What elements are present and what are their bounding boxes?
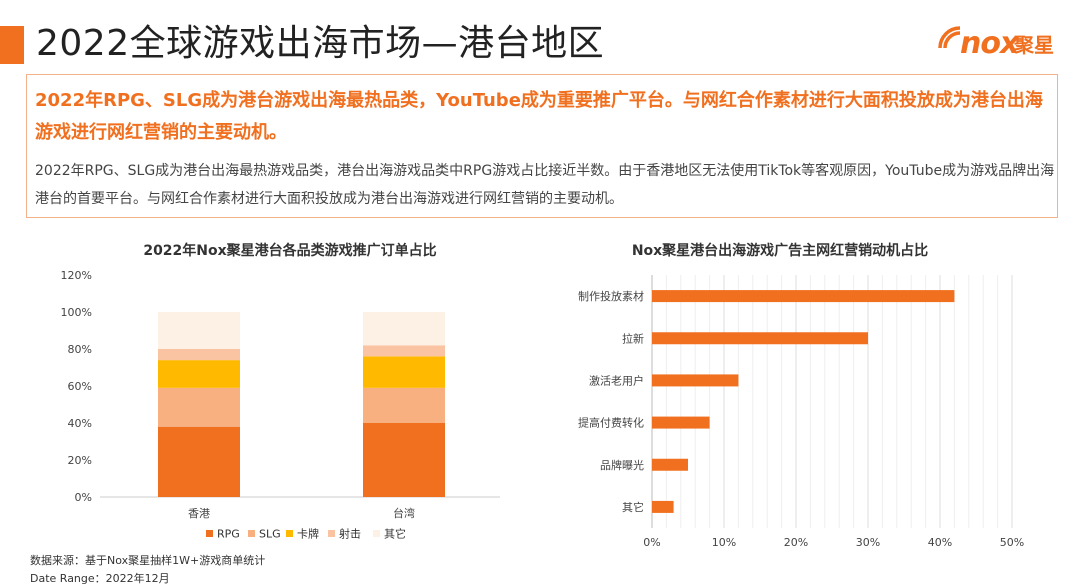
hbar-激活老用户 — [652, 374, 739, 387]
stacked-bar-射击-台湾 — [363, 345, 445, 357]
legend-label-slg: SLG — [259, 528, 281, 541]
y-category-label: 激活老用户 — [589, 373, 644, 387]
brand-wordmark: nox — [960, 26, 1019, 61]
x-category-label: 台湾 — [393, 506, 415, 520]
summary-body: 2022年RPG、SLG成为港台出海最热游戏品类，港台出海游戏品类中RPG游戏占… — [35, 163, 1055, 207]
x-tick-label: 50% — [1000, 536, 1024, 549]
x-tick-label: 30% — [856, 536, 880, 549]
date-range-note: Date Range：2022年12月 — [30, 572, 170, 585]
hbar-制作投放素材 — [652, 290, 955, 303]
x-tick-label: 20% — [784, 536, 808, 549]
y-tick-label: 100% — [61, 306, 92, 319]
brand-logo: nox 聚星 — [934, 20, 1064, 66]
y-tick-label: 20% — [68, 454, 92, 467]
hbar-提高付费转化 — [652, 416, 710, 429]
stacked-bar-其它-香港 — [158, 312, 240, 349]
stacked-chart-title: 2022年Nox聚星港台各品类游戏推广订单占比 — [143, 243, 437, 259]
hbar-拉新 — [652, 332, 868, 345]
legend-swatch-卡牌 — [286, 530, 293, 537]
y-category-label: 拉新 — [622, 331, 644, 345]
stacked-bar-射击-香港 — [158, 349, 240, 361]
summary-headline: 2022年RPG、SLG成为港台游戏出海最热品类，YouTube成为重要推广平台… — [35, 90, 1043, 143]
y-category-label: 其它 — [622, 500, 644, 514]
legend-swatch-rpg — [206, 530, 213, 537]
page-title: 2022全球游戏出海市场—港台地区 — [36, 23, 605, 64]
hbar-品牌曝光 — [652, 458, 688, 471]
summary-box: 2022年RPG、SLG成为港台游戏出海最热品类，YouTube成为重要推广平台… — [26, 74, 1058, 218]
brand-chinese-name: 聚星 — [1014, 33, 1054, 57]
legend-swatch-其它 — [373, 530, 380, 537]
legend-label-射击: 射击 — [339, 527, 361, 541]
stacked-bar-rpg-香港 — [158, 426, 240, 497]
legend-label-rpg: RPG — [217, 528, 240, 541]
stacked-bar-卡牌-香港 — [158, 360, 240, 388]
x-tick-label: 0% — [643, 536, 660, 549]
stacked-bar-卡牌-台湾 — [363, 356, 445, 388]
stacked-bar-slg-香港 — [158, 387, 240, 427]
y-category-label: 制作投放素材 — [578, 289, 644, 303]
hbar-chart-title: Nox聚星港台出海游戏广告主网红营销动机占比 — [631, 243, 929, 259]
y-tick-label: 0% — [75, 491, 92, 504]
stacked-bar-rpg-台湾 — [363, 423, 445, 497]
stacked-bar-其它-台湾 — [363, 312, 445, 346]
x-tick-label: 10% — [712, 536, 736, 549]
x-category-label: 香港 — [188, 507, 210, 520]
y-tick-label: 80% — [68, 343, 92, 356]
legend-label-卡牌: 卡牌 — [297, 527, 319, 541]
data-source-note: 数据来源：基于Nox聚星抽样1W+游戏商单统计 — [30, 554, 266, 567]
y-tick-label: 120% — [61, 269, 92, 282]
y-tick-label: 40% — [68, 417, 92, 430]
y-category-label: 品牌曝光 — [600, 458, 644, 472]
legend-swatch-slg — [248, 530, 255, 537]
x-tick-label: 40% — [928, 536, 952, 549]
hbar-其它 — [652, 500, 674, 513]
legend-swatch-射击 — [328, 530, 335, 537]
y-category-label: 提高付费转化 — [578, 416, 644, 430]
stacked-bar-slg-台湾 — [363, 387, 445, 423]
title-accent-bar — [0, 26, 24, 64]
y-tick-label: 60% — [68, 380, 92, 393]
legend-label-其它: 其它 — [384, 527, 406, 541]
signal-arcs-icon — [938, 26, 961, 49]
